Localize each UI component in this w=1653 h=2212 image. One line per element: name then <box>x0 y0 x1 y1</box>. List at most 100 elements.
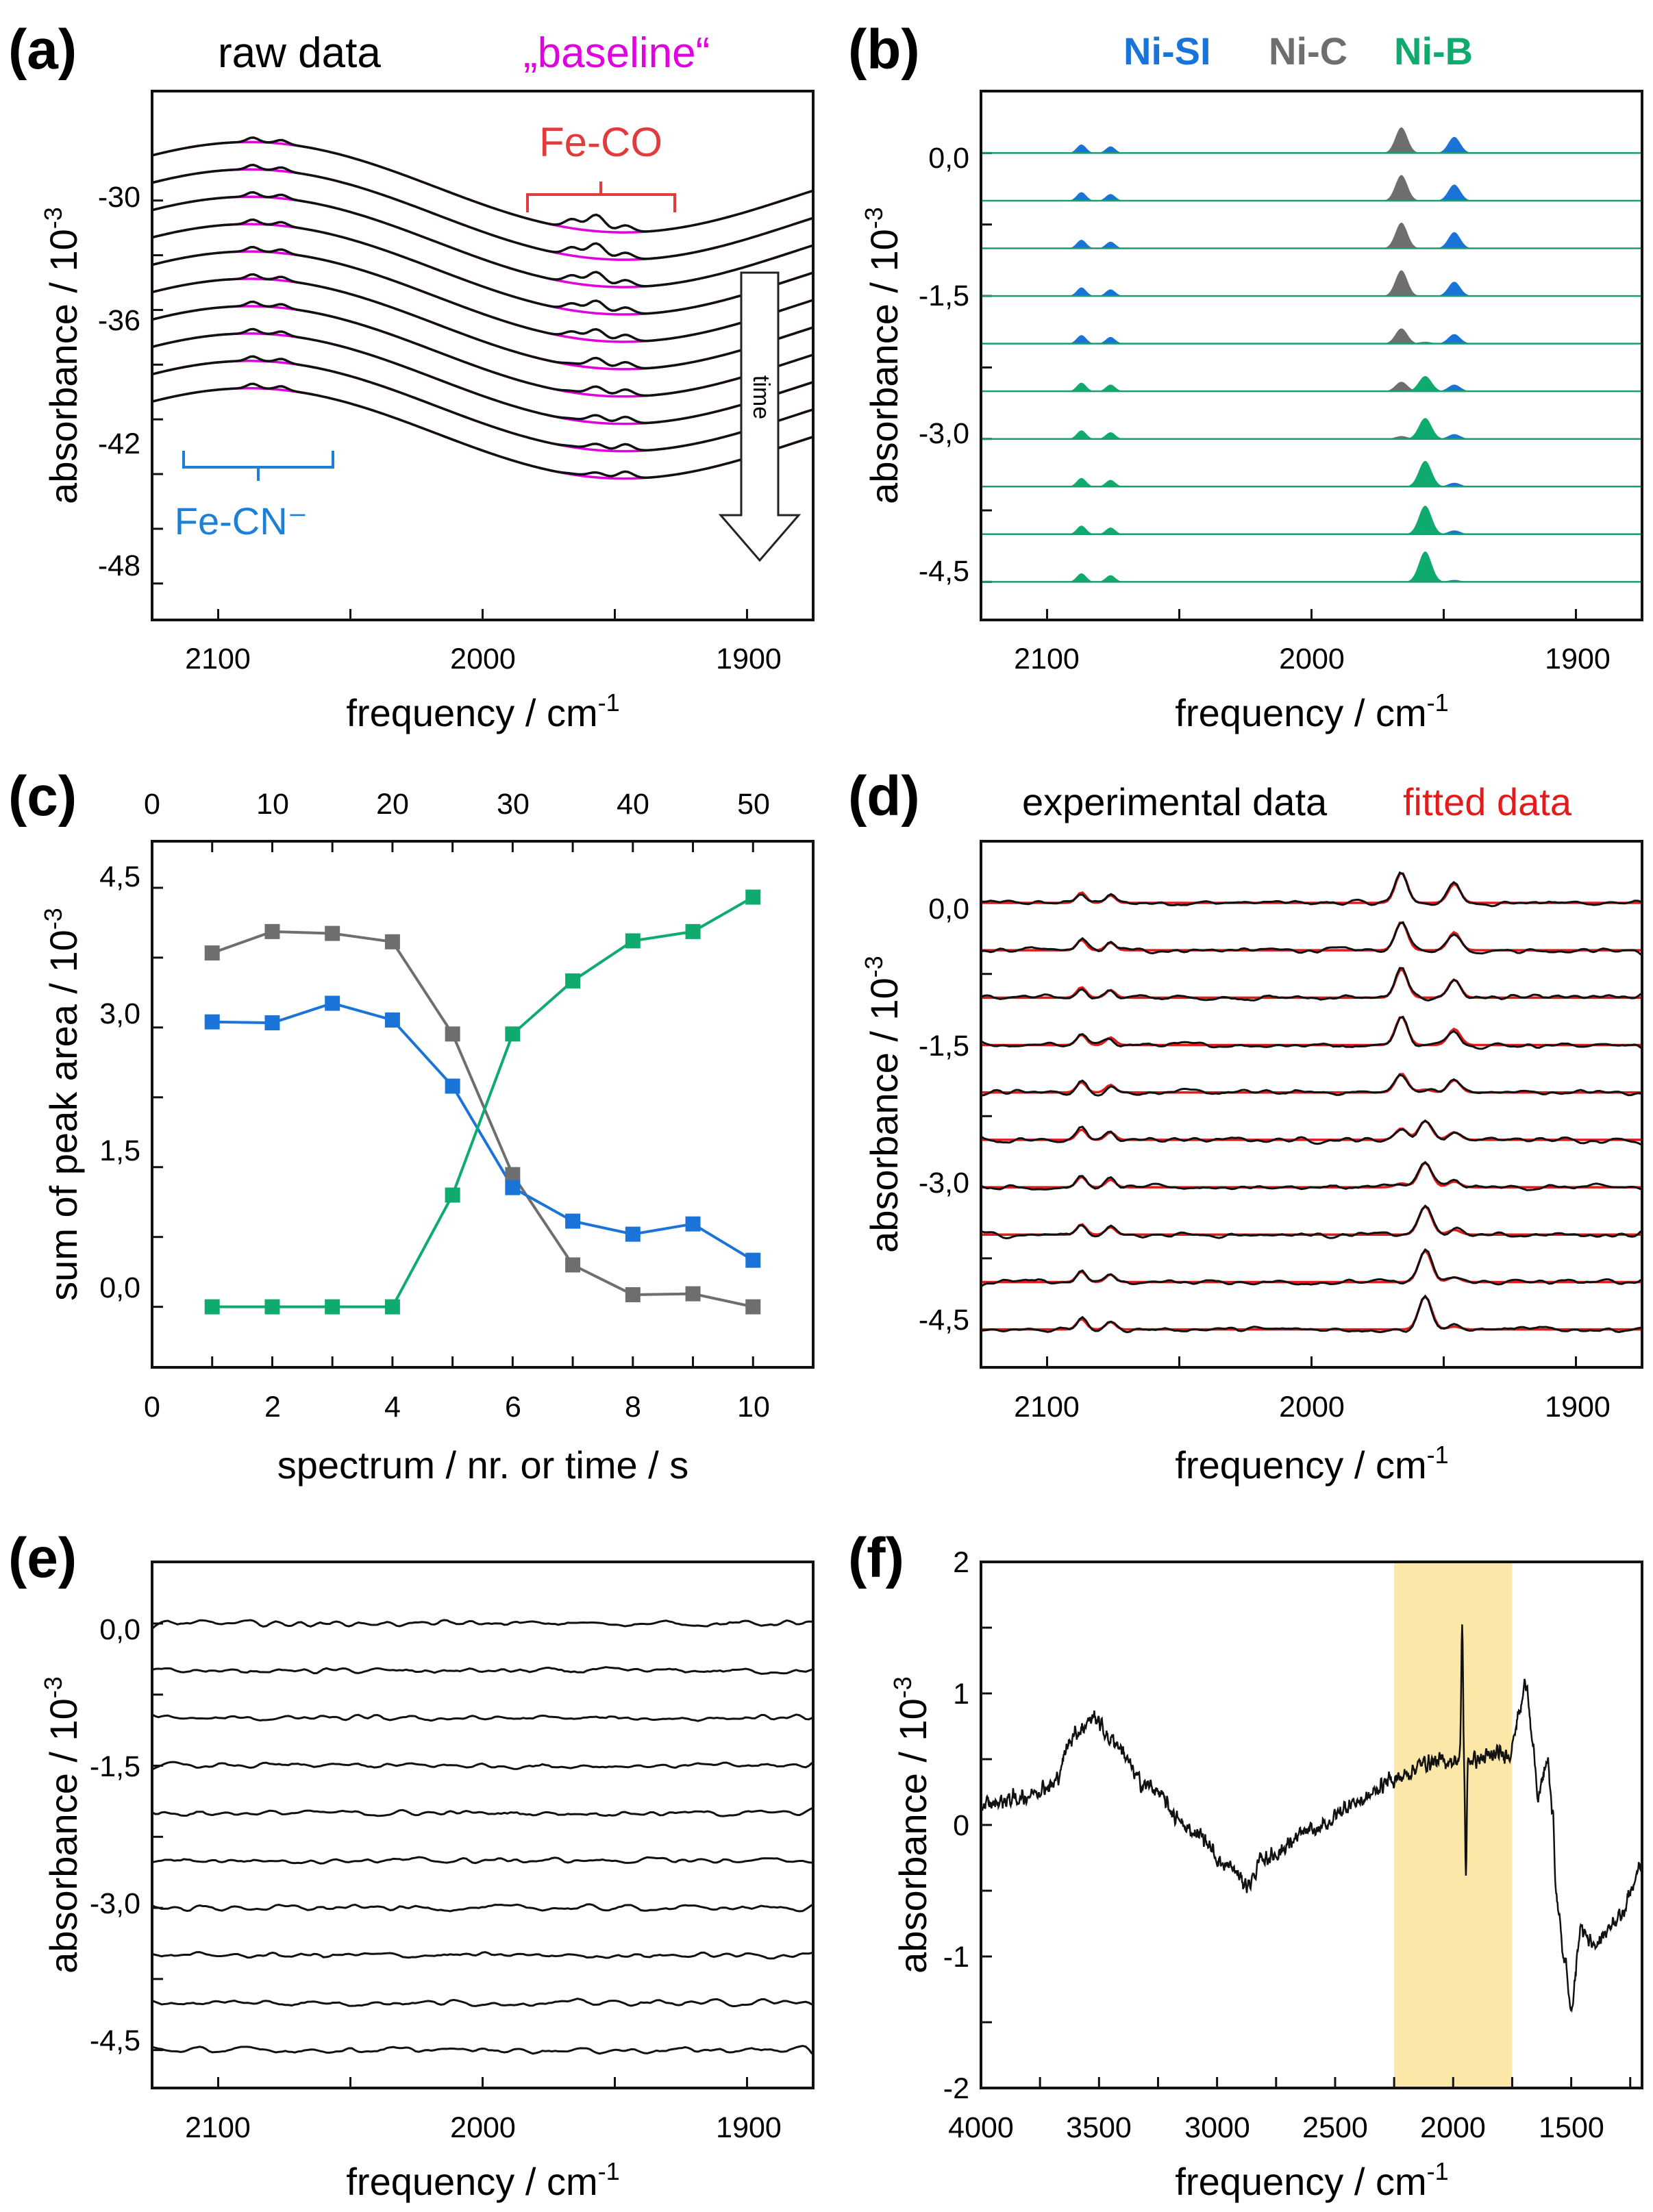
x2-tick-label: 10 <box>256 788 289 821</box>
data-point-ni-c <box>625 1287 641 1302</box>
y-tick-label: -36 <box>98 304 140 337</box>
y-tick-label: -1,5 <box>90 1750 140 1783</box>
data-point-ni-b <box>384 1299 400 1315</box>
fitted-spectrum-line <box>981 1016 1641 1047</box>
panel-e-yticks: 0,0 -1,5 -3,0 -4,5 <box>90 1613 140 2057</box>
x-tick-label: 4 <box>384 1391 401 1424</box>
baseline-line <box>151 360 813 453</box>
fe-cn-peak-area <box>1061 239 1102 249</box>
x-tick-label: 1500 <box>1539 2111 1604 2144</box>
raw-spectrum-line <box>151 273 813 370</box>
data-point-ni-b <box>685 923 701 939</box>
data-point-ni-c <box>264 923 280 939</box>
data-point-ni-b <box>204 1299 220 1315</box>
fitted-spectrum-line <box>981 1204 1641 1237</box>
panel-d-xlabel: frequency / cm-1 <box>1175 1441 1448 1487</box>
data-point-ni-b <box>505 1026 521 1042</box>
y-tick-label: 0,0 <box>928 893 969 925</box>
y-tick-label: 1 <box>953 1678 969 1711</box>
data-point-ni-b <box>445 1187 460 1203</box>
panel-d-plot-area <box>980 871 1642 1367</box>
fitted-spectrum-line <box>981 921 1641 952</box>
residual-spectrum-line <box>151 1856 812 1865</box>
raw-spectrum-line <box>151 190 813 288</box>
y-tick-label: 0,0 <box>99 1613 140 1646</box>
data-point-ni-c <box>204 945 220 961</box>
data-point-ni-b <box>264 1299 280 1315</box>
data-point-ni-b <box>745 889 761 905</box>
raw-spectrum-line <box>151 382 813 479</box>
panel-f-yticks: 2 1 0 -1 -2 <box>943 1546 969 2105</box>
x2-tick-label: 20 <box>376 788 409 821</box>
x-tick-label: 4000 <box>948 2111 1014 2144</box>
panel-f-plot-area <box>980 1561 1643 2089</box>
y-tick-label: -1,5 <box>919 279 969 312</box>
x-tick-label: 2100 <box>1014 643 1080 675</box>
data-point-ni-si <box>384 1012 400 1028</box>
panel-c-frame <box>151 840 815 1369</box>
x-tick-label: 2100 <box>185 2111 251 2144</box>
data-point-ni-si <box>745 1252 761 1268</box>
panel-e-xlabel: frequency / cm-1 <box>346 2157 619 2203</box>
ni-si-peak-area <box>1428 530 1480 534</box>
ni-b-peak-area <box>1398 341 1452 344</box>
highlight-band <box>1394 1562 1513 2088</box>
ni-si-peak-area <box>1428 136 1480 153</box>
panel-f-label: (f) <box>848 1527 904 1589</box>
fe-cn-peak-area <box>1061 477 1102 487</box>
fe-cn-label: Fe-CN⁻ <box>175 499 308 543</box>
data-point-ni-si <box>625 1226 641 1242</box>
fe-cn-peak-area <box>1061 573 1102 582</box>
fe-cn-peak-area <box>1091 527 1131 534</box>
fe-cn-peak-area <box>1061 525 1102 534</box>
ni-c-peak-area <box>1376 436 1426 439</box>
data-point-ni-c <box>565 1257 581 1273</box>
panel-f-xticks: 4000 3500 3000 2500 2000 1500 <box>948 2111 1604 2144</box>
ni-si-peak-area <box>1428 580 1480 582</box>
raw-spectrum-line <box>151 327 813 425</box>
x2-tick-label: 30 <box>497 788 530 821</box>
residual-spectrum-line <box>151 2044 813 2055</box>
legend-ni-b: Ni-B <box>1394 29 1473 73</box>
fe-cn-peak-area <box>1061 430 1102 439</box>
panel-f-ylabel: absorbance / 10-3 <box>888 1676 934 1974</box>
y-tick-label: 0,0 <box>99 1271 140 1304</box>
ni-c-peak-area <box>1376 127 1426 153</box>
fe-cn-peak-area <box>1061 335 1102 344</box>
panel-d-yticks: 0,0 -1,5 -3,0 -4,5 <box>919 893 969 1337</box>
fitted-spectrum-line <box>981 1249 1641 1284</box>
panel-b-plot-area <box>981 127 1642 620</box>
raw-spectrum-line <box>151 300 813 397</box>
x2-tick-label: 50 <box>737 788 770 821</box>
panel-e-xticks: 2100 2000 1900 <box>185 2111 782 2144</box>
series-line-ni-c <box>212 930 754 1308</box>
x-tick-label: 2000 <box>450 2111 516 2144</box>
experimental-spectrum-line <box>980 1160 1642 1191</box>
panel-c-ylabel: sum of peak area / 10-3 <box>39 908 85 1301</box>
fe-cn-peak-area <box>1091 384 1131 392</box>
fe-cn-peak-area <box>1061 382 1102 392</box>
fe-cn-bracket <box>182 451 334 481</box>
panel-a-plot-area <box>151 136 813 620</box>
panel-a-ylabel: absorbance / 10-3 <box>39 207 85 504</box>
raw-spectrum-line <box>151 218 813 315</box>
series-line-ni-b <box>212 895 754 1308</box>
data-point-ni-b <box>625 933 641 949</box>
fitted-spectrum-line <box>981 969 1641 999</box>
data-point-ni-b <box>565 973 581 989</box>
data-point-ni-c <box>384 934 400 949</box>
experimental-spectrum-line <box>980 1015 1642 1050</box>
residual-spectrum-line <box>151 1951 812 1960</box>
panel-e-plot-area <box>151 1619 813 2088</box>
panel-a-title-baseline: „baseline“ <box>523 29 710 77</box>
panel-d: (d) experimental data fitted data 2100 2… <box>848 765 1643 1487</box>
data-point-ni-c <box>685 1286 701 1302</box>
x-tick-label: 1900 <box>1545 643 1611 675</box>
baseline-line <box>151 332 813 425</box>
raw-spectrum-line <box>151 245 813 343</box>
panel-e: (e) 2100 2000 1900 0,0 -1,5 -3,0 -4,5 fr… <box>8 1527 815 2203</box>
panel-a-label: (a) <box>8 18 77 81</box>
residual-spectrum-line <box>151 1998 813 2008</box>
x2-tick-label: 40 <box>617 788 649 821</box>
